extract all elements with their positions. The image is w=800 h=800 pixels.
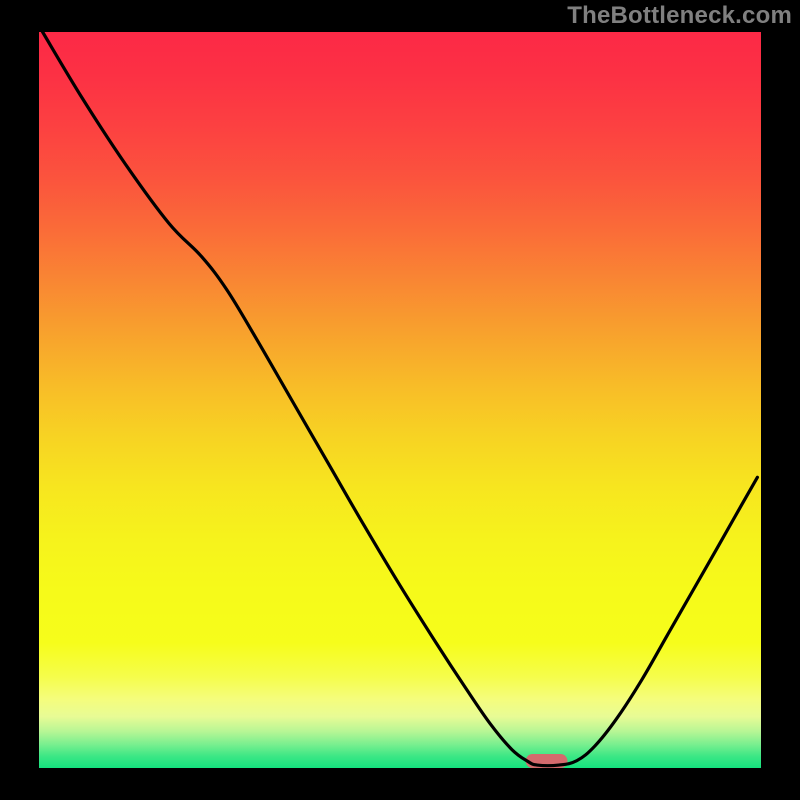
plot-area — [39, 32, 761, 768]
stage: TheBottleneck.com — [0, 0, 800, 800]
bottleneck-chart-svg — [0, 0, 800, 800]
watermark-text: TheBottleneck.com — [567, 2, 792, 30]
